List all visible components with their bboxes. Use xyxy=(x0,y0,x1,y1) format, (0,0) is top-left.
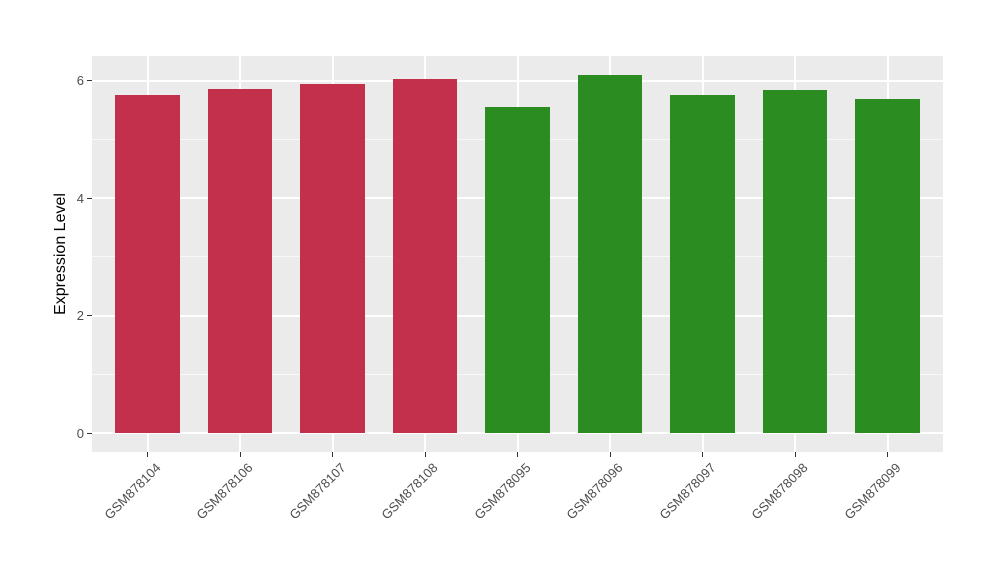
y-tick-label: 0 xyxy=(76,425,84,441)
x-tick-mark xyxy=(887,452,888,457)
x-tick-label: GSM878097 xyxy=(655,460,719,523)
bar-GSM878106 xyxy=(207,88,273,433)
x-tick-mark xyxy=(332,452,333,457)
y-tick-mark xyxy=(87,315,92,317)
x-tick-label: GSM878108 xyxy=(378,460,441,523)
x-tick-label: GSM878107 xyxy=(285,460,349,523)
x-tick-mark xyxy=(517,452,518,457)
x-tick-mark xyxy=(424,452,426,457)
bar-GSM878107 xyxy=(300,83,365,433)
x-tick-label: GSM878098 xyxy=(748,460,811,523)
chart-panel xyxy=(92,56,943,452)
bar-GSM878097 xyxy=(670,95,735,433)
x-tick-label: GSM878096 xyxy=(563,460,626,523)
bar-GSM878098 xyxy=(762,90,828,433)
bar-GSM878104 xyxy=(115,95,180,433)
y-tick-mark xyxy=(87,80,92,82)
y-tick-label: 4 xyxy=(76,190,84,206)
bar-GSM878108 xyxy=(392,78,458,433)
bar-GSM878095 xyxy=(485,107,550,433)
x-tick-mark xyxy=(794,452,796,457)
bar-GSM878096 xyxy=(577,75,643,433)
x-tick-mark xyxy=(147,452,148,457)
bar-GSM878099 xyxy=(855,99,920,433)
y-tick-label: 2 xyxy=(76,308,84,324)
y-tick-mark xyxy=(87,432,92,434)
x-tick-label: GSM878095 xyxy=(470,460,534,523)
y-tick-mark xyxy=(87,197,92,199)
y-axis-title: Expression Level xyxy=(52,193,69,315)
x-tick-label: GSM878104 xyxy=(100,460,164,523)
x-tick-mark xyxy=(239,452,241,457)
x-tick-label: GSM878106 xyxy=(193,460,256,523)
x-tick-mark xyxy=(609,452,611,457)
x-tick-label: GSM878099 xyxy=(840,460,904,523)
y-tick-label: 6 xyxy=(76,73,84,89)
x-tick-mark xyxy=(702,452,703,457)
